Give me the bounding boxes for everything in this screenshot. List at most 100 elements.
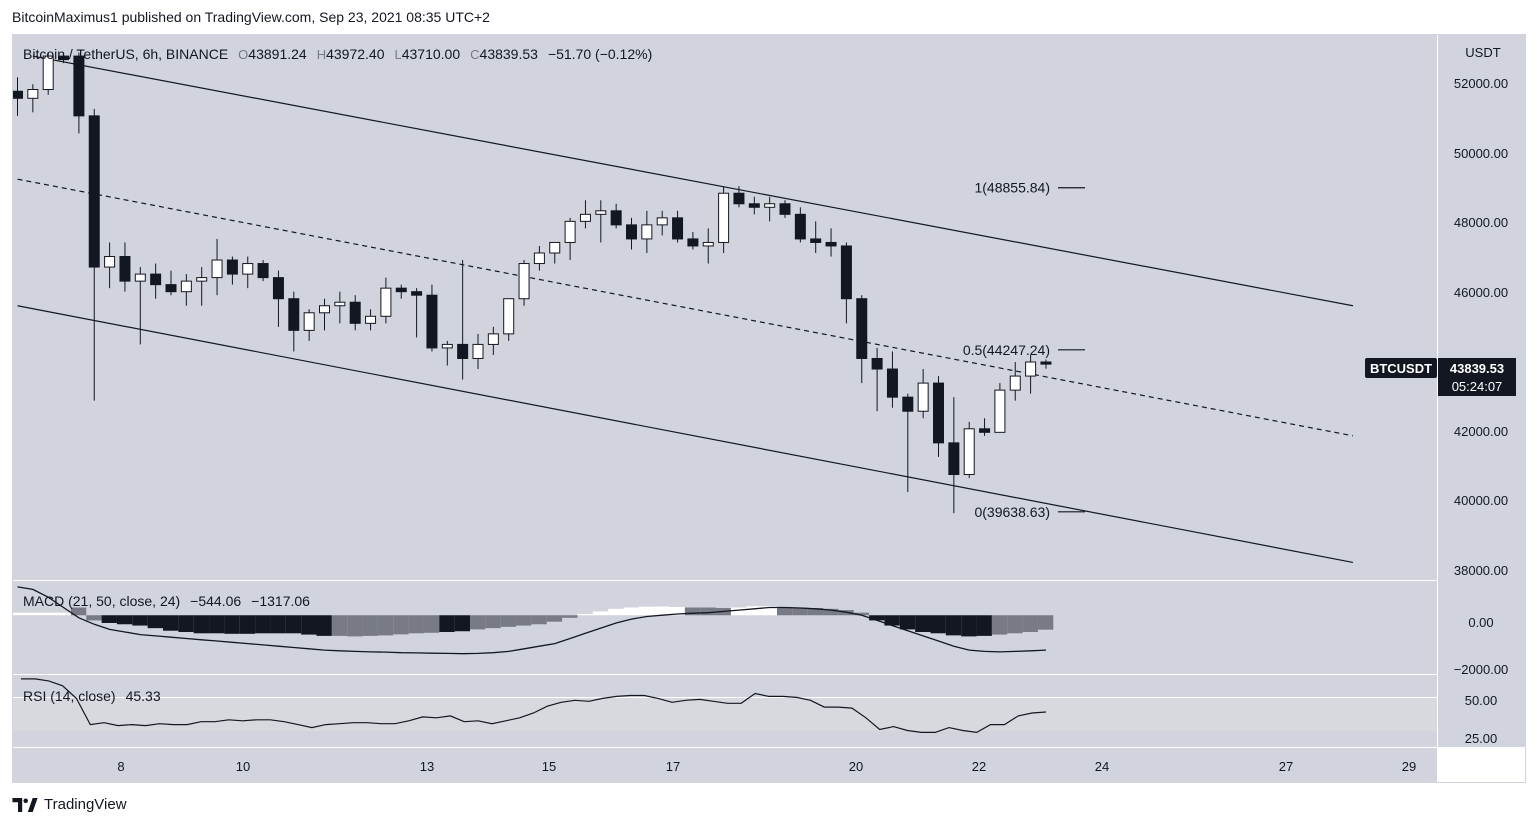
macd-histogram-bar [684, 607, 701, 616]
macd-histogram-bar [70, 607, 87, 616]
macd-histogram-bar [408, 615, 424, 634]
candle-body [242, 263, 254, 275]
symbol-tag-text: BTCUSDT [1370, 361, 1432, 376]
time-tick: 24 [1095, 759, 1109, 774]
candle-body [288, 298, 300, 331]
candle-body [226, 259, 238, 275]
macd-legend[interactable]: MACD (21, 50, close, 24) −544.06 −1317.06 [23, 593, 310, 609]
chart-frame[interactable]: USDT 52000.00 50000.00 48000.00 46000.00… [12, 34, 1526, 783]
macd-histogram-bar [792, 607, 808, 616]
macd-histogram-bar [700, 607, 716, 616]
fib-level-label: 0(39638.63) [974, 504, 1050, 520]
symbol-legend-text: Bitcoin / TetherUS, 6h, BINANCE O43891.24… [23, 46, 652, 62]
candle-body [595, 210, 607, 215]
macd-histogram-bar [915, 615, 931, 633]
candle-body [257, 263, 269, 279]
candle-body [672, 217, 684, 240]
time-axis[interactable] [13, 748, 1437, 782]
candle-body [871, 357, 883, 370]
publisher-line: BitcoinMaximus1 published on TradingView… [12, 9, 490, 25]
candle-body [503, 298, 515, 335]
macd-histogram-bar [638, 606, 655, 616]
symbol-title: Bitcoin / TetherUS, 6h, BINANCE [23, 46, 228, 62]
candle-body [687, 238, 699, 247]
last-price-label: BTCUSDT 43839.53 05:24:07 [1365, 358, 1516, 396]
macd-histogram-bar [116, 615, 133, 625]
price-tick: 48000.00 [1454, 215, 1508, 230]
fib-annotations[interactable]: 1(48855.84) 0.5(44247.24) 0(39638.63) [963, 180, 1085, 520]
price-tick: 52000.00 [1454, 76, 1508, 91]
macd-histogram-bar [40, 612, 56, 616]
candle-body [794, 213, 806, 240]
symbol-legend[interactable]: Bitcoin / TetherUS, 6h, BINANCE O43891.24… [23, 46, 652, 62]
price-tick: 40000.00 [1454, 493, 1508, 508]
macd-histogram-bar [163, 615, 179, 631]
candle-body [457, 343, 469, 359]
time-tick: 15 [542, 759, 556, 774]
macd-tick: −2000.00 [1454, 662, 1509, 677]
currency-label: USDT [1465, 45, 1500, 60]
channel-lines[interactable] [17, 55, 1354, 564]
price-pane-bg[interactable] [13, 35, 1437, 580]
time-tick: 8 [117, 759, 124, 774]
macd-plot [13, 586, 1054, 655]
macd-histogram-bar [930, 615, 946, 634]
macd-histogram-bar [746, 606, 762, 616]
macd-histogram-bar [454, 615, 470, 632]
macd-histogram-bar [884, 615, 900, 626]
candle-body [886, 368, 898, 398]
rsi-legend[interactable]: RSI (14, close) 45.33 [23, 688, 161, 704]
macd-histogram-bar [516, 615, 532, 626]
rsi-ticks: 50.00 25.00 [1465, 693, 1498, 746]
time-axis-ticks: 8 10 13 15 17 20 22 24 27 29 [117, 759, 1416, 774]
candle-body [395, 287, 407, 293]
macd-histogram-bar [13, 612, 25, 616]
macd-histogram-bar [546, 615, 563, 622]
macd-histogram-bar [239, 615, 256, 634]
macd-histogram-bar [193, 615, 210, 634]
macd-histogram-bar [531, 615, 547, 625]
candle-body [380, 287, 392, 317]
rsi-line [21, 678, 1047, 734]
candle-body [564, 220, 576, 243]
macd-histogram-bar [623, 607, 639, 616]
macd-histogram-bar [777, 606, 793, 616]
macd-histogram-bar [853, 612, 870, 616]
macd-histogram-bar [976, 615, 992, 636]
last-price-value: 43839.53 [1450, 361, 1504, 376]
candle-body [810, 238, 822, 243]
candle-body [702, 241, 714, 247]
candle-body [764, 203, 776, 208]
price-tick: 38000.00 [1454, 563, 1508, 578]
candle-body [13, 90, 23, 99]
macd-histogram-bar [899, 615, 916, 630]
time-tick: 22 [972, 759, 986, 774]
candle-body [994, 389, 1006, 433]
candle-body [334, 301, 346, 307]
candle-body [58, 55, 70, 61]
candle-body [134, 273, 146, 282]
fib-level-label: 0.5(44247.24) [963, 342, 1050, 358]
macd-histogram-bar [55, 612, 71, 616]
candle-body [733, 192, 745, 205]
candle-body [718, 192, 730, 243]
macd-histogram-bar [1022, 615, 1038, 633]
candles [13, 52, 1052, 514]
candle-body [472, 343, 484, 359]
macd-histogram-bar [669, 606, 685, 616]
candle-body [42, 55, 54, 90]
chart-canvas[interactable]: USDT 52000.00 50000.00 48000.00 46000.00… [13, 35, 1525, 782]
macd-histogram-bar [654, 606, 670, 616]
candle-body [610, 210, 622, 226]
candle-body [349, 301, 361, 324]
fib-level-label: 1(48855.84) [974, 180, 1050, 196]
macd-histogram-bar [423, 615, 440, 633]
footer-brand: TradingView [44, 796, 127, 813]
price-tick: 50000.00 [1454, 146, 1508, 161]
candle-body [933, 382, 944, 444]
candle-body [411, 291, 423, 296]
candle-body [1009, 375, 1021, 391]
candle-body [365, 315, 377, 324]
macd-histogram-bar [485, 615, 501, 629]
candle-body [579, 213, 591, 222]
